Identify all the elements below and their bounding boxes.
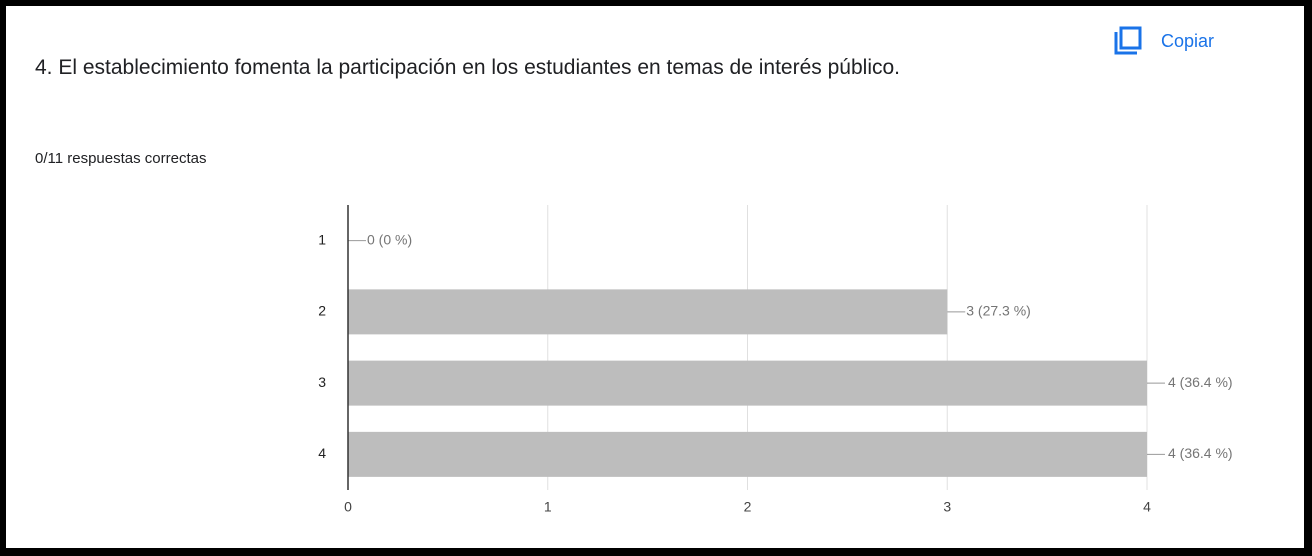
x-tick-label: 2 <box>744 499 752 515</box>
y-tick-label: 1 <box>318 231 326 247</box>
x-tick-label: 3 <box>943 499 951 515</box>
copy-button[interactable]: Copiar <box>1113 26 1214 56</box>
y-tick-label: 3 <box>318 374 326 390</box>
data-label: 0 (0 %) <box>367 231 412 247</box>
y-tick-label: 2 <box>318 303 326 319</box>
score-summary: 0/11 respuestas correctas <box>35 150 207 167</box>
bar <box>348 360 1147 406</box>
copy-icon <box>1114 26 1142 55</box>
x-tick-label: 4 <box>1143 499 1151 515</box>
bar <box>348 431 1147 477</box>
data-label: 3 (27.3 %) <box>966 303 1031 319</box>
x-tick-label: 0 <box>344 499 352 515</box>
y-tick-label: 4 <box>318 445 326 461</box>
question-title: 4. El establecimiento fomenta la partici… <box>35 56 900 79</box>
copy-label[interactable]: Copiar <box>1161 30 1215 51</box>
bar <box>348 289 948 335</box>
data-label: 4 (36.4 %) <box>1168 445 1233 461</box>
data-label: 4 (36.4 %) <box>1168 374 1233 390</box>
x-tick-label: 1 <box>544 499 552 515</box>
